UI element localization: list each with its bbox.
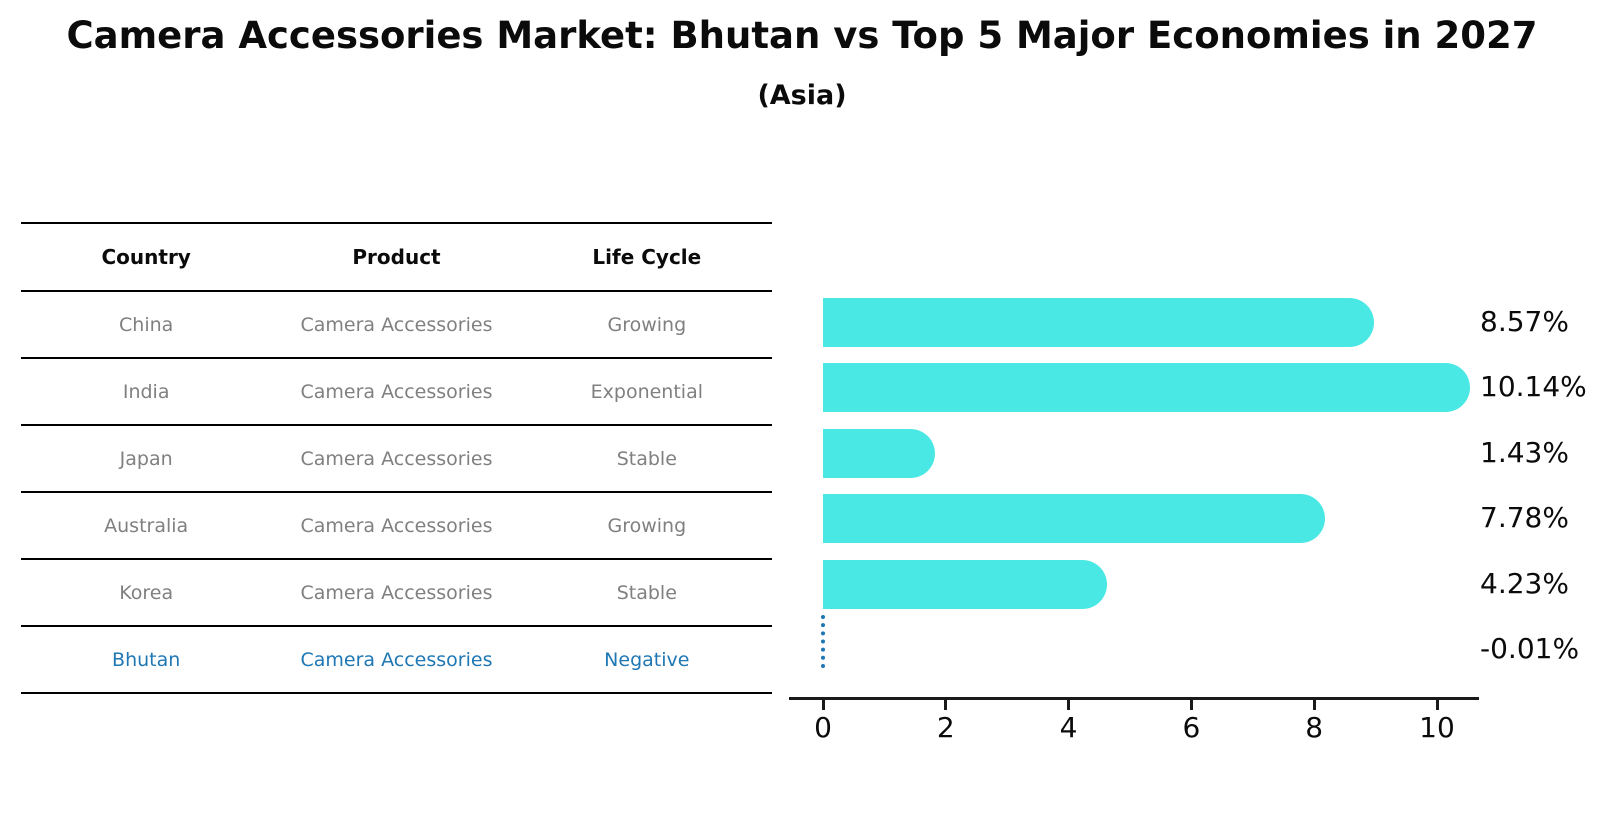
x-axis-tick: [1067, 700, 1071, 710]
bar-australia: [823, 494, 1326, 544]
value-label-india: 10.14%: [1480, 370, 1587, 404]
x-tick-label: 6: [1182, 711, 1201, 744]
country-cell: Bhutan: [112, 648, 181, 671]
bar-japan: [823, 428, 936, 478]
chart-subtitle: (Asia): [757, 80, 847, 111]
country-cell: Korea: [119, 581, 174, 604]
header-country: Country: [101, 245, 191, 269]
life-cycle-cell: Negative: [604, 648, 690, 671]
country-cell: India: [122, 380, 170, 403]
table-row-japan: Japan Camera Accessories Stable: [21, 426, 772, 493]
header-life-cycle: Life Cycle: [592, 245, 702, 269]
country-cell: China: [119, 313, 174, 336]
header-product: Product: [352, 245, 441, 269]
value-label-bhutan: -0.01%: [1480, 632, 1580, 665]
x-axis-tick: [944, 700, 948, 710]
table-row-korea: Korea Camera Accessories Stable: [21, 560, 772, 627]
life-cycle-cell: Stable: [616, 581, 677, 604]
value-label-australia: 7.78%: [1480, 501, 1569, 535]
table-row-bhutan: Bhutan Camera Accessories Negative: [21, 627, 772, 694]
x-tick-label: 4: [1059, 711, 1078, 744]
bar-india: [823, 363, 1471, 413]
product-cell: Camera Accessories: [300, 380, 493, 403]
value-label-china: 8.57%: [1480, 305, 1569, 338]
life-cycle-cell: Growing: [607, 514, 687, 537]
x-tick-label: 2: [936, 711, 955, 744]
product-cell: Camera Accessories: [300, 581, 493, 604]
x-axis-tick: [1435, 700, 1439, 710]
chart-title: Camera Accessories Market: Bhutan vs Top…: [66, 14, 1538, 57]
country-table: Country Product Life Cycle China Camera …: [21, 222, 772, 694]
table-row-china: China Camera Accessories Growing: [21, 292, 772, 359]
product-cell: Camera Accessories: [300, 447, 493, 470]
country-cell: Japan: [119, 447, 173, 470]
bar-korea: [823, 559, 1108, 609]
x-axis-tick: [821, 700, 825, 710]
x-tick-label: 10: [1419, 711, 1455, 744]
table-header-row: Country Product Life Cycle: [21, 224, 772, 292]
life-cycle-cell: Stable: [616, 447, 677, 470]
bar-china: [823, 298, 1374, 347]
product-cell: Camera Accessories: [300, 313, 493, 336]
product-cell: Camera Accessories: [300, 514, 493, 537]
x-tick-label: 8: [1305, 711, 1324, 744]
bhutan-zero-dotted-line: [821, 615, 825, 668]
life-cycle-cell: Growing: [607, 313, 687, 336]
x-tick-label: 0: [814, 711, 832, 744]
x-axis-tick: [1189, 700, 1193, 710]
table-row-australia: Australia Camera Accessories Growing: [21, 493, 772, 560]
value-label-korea: 4.23%: [1480, 566, 1569, 600]
product-cell: Camera Accessories: [300, 648, 493, 671]
life-cycle-cell: Exponential: [590, 380, 703, 403]
x-axis-tick: [1312, 700, 1316, 710]
table-row-india: India Camera Accessories Exponential: [21, 359, 772, 426]
x-axis-line: [789, 697, 1479, 700]
country-cell: Australia: [104, 514, 189, 537]
value-label-japan: 1.43%: [1480, 435, 1569, 469]
